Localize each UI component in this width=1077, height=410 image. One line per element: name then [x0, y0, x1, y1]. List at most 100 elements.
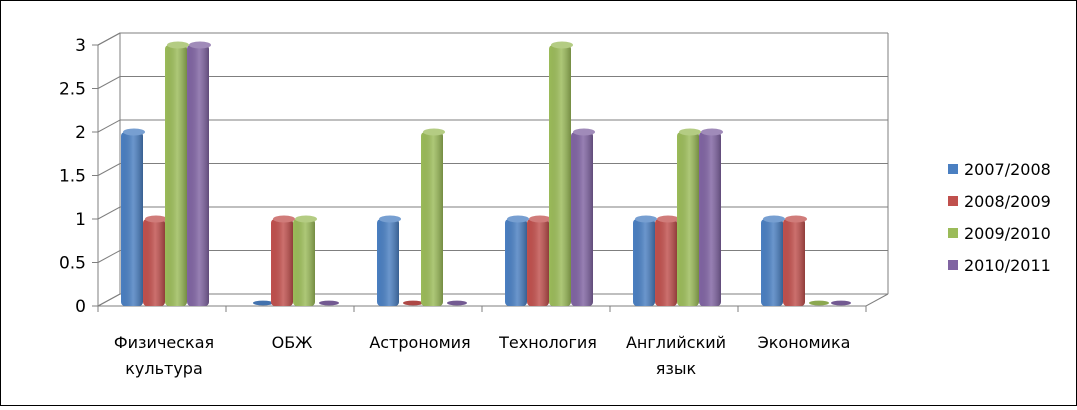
grid-line: [97, 293, 888, 307]
x-category-label: ОБЖ: [272, 333, 313, 352]
x-category-label: Физическая культура: [114, 333, 214, 378]
bar-zero-disc: [831, 300, 851, 306]
bar: [831, 300, 851, 306]
bar-top: [657, 215, 679, 223]
bar-top: [573, 128, 595, 136]
bar-shading: [143, 219, 165, 306]
grid-line: [97, 250, 888, 263]
bar-top: [679, 128, 701, 136]
bar: [377, 215, 401, 306]
y-tick-label: 0: [75, 297, 86, 317]
bar: [655, 215, 679, 306]
grid-line: [97, 32, 888, 46]
bar: [403, 300, 423, 306]
legend-swatch: [948, 196, 958, 206]
bar: [271, 215, 295, 306]
legend-swatch: [948, 228, 958, 238]
legend-item: 2010/2011: [948, 256, 1051, 275]
bar: [809, 300, 829, 306]
bar: [253, 300, 273, 306]
bar-shading: [655, 219, 677, 306]
bar-top: [635, 215, 657, 223]
bar: [165, 41, 189, 306]
bar: [633, 215, 657, 306]
x-category-label-line: ОБЖ: [272, 333, 313, 352]
bar-top: [273, 215, 295, 223]
x-category-label-line: Технология: [498, 333, 597, 352]
legend-swatch: [948, 260, 958, 270]
bar: [505, 215, 529, 306]
bar-shading: [165, 45, 187, 306]
bar-top: [785, 215, 807, 223]
bar-top: [423, 128, 445, 136]
legend-swatch: [948, 164, 958, 174]
bar: [447, 300, 467, 306]
x-category-label: Английский язык: [626, 333, 726, 378]
bar: [527, 215, 551, 306]
bar-shading: [421, 132, 443, 306]
bar-top: [551, 41, 573, 49]
legend-label: 2010/2011: [964, 256, 1051, 275]
bar: [699, 128, 723, 306]
x-category-label-line: Физическая: [114, 333, 214, 352]
grid-lines: [97, 32, 888, 307]
bar: [143, 215, 167, 306]
x-category-label-line: Астрономия: [369, 333, 470, 352]
bar-shading: [377, 219, 399, 306]
bar-shading: [187, 45, 209, 306]
bar-top: [123, 128, 145, 136]
bars: [121, 41, 851, 306]
bar: [293, 215, 317, 306]
bar-shading: [761, 219, 783, 306]
y-axis-ticks: 0 0.5 1 1.5 2 2.5 3: [59, 36, 98, 317]
y-tick-label: 2.5: [59, 80, 86, 100]
y-tick-label: 0.5: [59, 254, 86, 274]
bar-top: [701, 128, 723, 136]
bar-shading: [783, 219, 805, 306]
bar: [549, 41, 573, 306]
bar: [421, 128, 445, 306]
bar-top: [763, 215, 785, 223]
bar-top: [145, 215, 167, 223]
legend-label: 2007/2008: [964, 160, 1051, 179]
bar-top: [295, 215, 317, 223]
legend-item: 2009/2010: [948, 224, 1051, 243]
bar-shading: [677, 132, 699, 306]
grid-line: [97, 76, 888, 89]
bar-shading: [505, 219, 527, 306]
bar-top: [507, 215, 529, 223]
bar-zero-disc: [319, 300, 339, 306]
legend-label: 2009/2010: [964, 224, 1051, 243]
bar-shading: [271, 219, 293, 306]
bar-zero-disc: [253, 300, 273, 306]
legend: 2007/2008 2008/2009 2009/2010 2010/2011: [948, 160, 1051, 275]
x-category-label-line: язык: [656, 359, 697, 378]
y-tick-label: 1.5: [59, 167, 86, 187]
bar-shading: [699, 132, 721, 306]
bar: [319, 300, 339, 306]
grid-line: [97, 163, 888, 176]
bar-top: [167, 41, 189, 49]
x-category-label: Астрономия: [369, 333, 470, 352]
bar: [761, 215, 785, 306]
x-category-label-line: культура: [125, 359, 203, 378]
bar-top: [529, 215, 551, 223]
x-category-label-line: Английский: [626, 333, 726, 352]
bar: [677, 128, 701, 306]
bar-shading: [571, 132, 593, 306]
bar: [783, 215, 807, 306]
x-category-label: Технология: [498, 333, 597, 352]
legend-label: 2008/2009: [964, 192, 1051, 211]
bar-shading: [633, 219, 655, 306]
bar-top: [379, 215, 401, 223]
grid-line: [97, 119, 888, 133]
legend-item: 2007/2008: [948, 160, 1051, 179]
bar-top: [189, 41, 211, 49]
grid-line: [97, 206, 888, 220]
bar-shading: [121, 132, 143, 306]
bar-zero-disc: [403, 300, 423, 306]
bar: [571, 128, 595, 306]
x-category-label-line: Экономика: [758, 333, 851, 352]
